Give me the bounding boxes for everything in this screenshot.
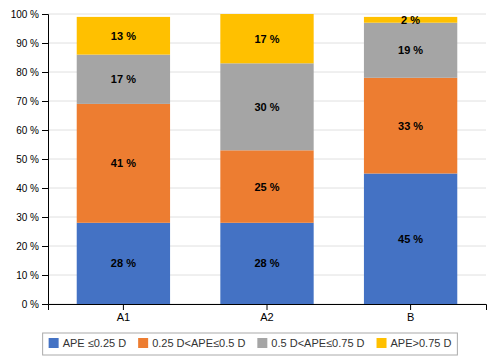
bar [220, 150, 313, 223]
legend-label: APE ≤0.25 D [63, 337, 127, 349]
tick-label: 30 % [16, 212, 39, 223]
data-label: 45 % [398, 233, 423, 245]
bar [364, 23, 457, 78]
tick-mark [267, 304, 268, 310]
legend-item: APE>0.75 D [377, 337, 452, 349]
tick-mark [42, 275, 48, 276]
y-tick: 20 % [16, 241, 48, 252]
grid [48, 14, 486, 304]
tick-mark [42, 43, 48, 44]
legend-item: 0.25 D<APE≤0.5 D [138, 337, 245, 349]
tick-mark [42, 304, 48, 305]
bar [77, 55, 170, 104]
bar [364, 174, 457, 305]
data-label: 28 % [111, 257, 136, 269]
legend: APE ≤0.25 D 0.25 D<APE≤0.5 D 0.5 D<APE≤0.7… [43, 333, 458, 355]
tick-label: 40 % [16, 183, 39, 194]
legend-swatch [377, 338, 387, 348]
axis-line [49, 305, 487, 311]
tick-mark [42, 14, 48, 15]
tick-label: 50 % [16, 154, 39, 165]
axis-line [42, 15, 49, 305]
tick-label: 100 % [11, 9, 39, 20]
chart: APE ≤0.25 D 0.25 D<APE≤0.5 D 0.5 D<APE≤0.7… [0, 0, 500, 364]
legend-label: 0.5 D<APE≤0.75 D [271, 337, 364, 349]
data-label: 13 % [111, 30, 136, 42]
y-axis: 0 % 10 % 20 % 30 % 40 % 50 % 60 % 70 % 80 % 90 % 1… [11, 9, 49, 310]
y-tick: 70 % [16, 96, 48, 107]
bar [220, 63, 313, 150]
data-label: 25 % [254, 181, 279, 193]
bar [77, 104, 170, 223]
tick-mark [42, 130, 48, 131]
bar [220, 223, 313, 304]
bars [77, 14, 458, 304]
tick-mark [42, 217, 48, 218]
tick-label: 60 % [16, 125, 39, 136]
legend-item: 0.5 D<APE≤0.75 D [257, 337, 364, 349]
tick-label: 90 % [16, 38, 39, 49]
y-tick: 0 % [22, 299, 48, 310]
legend-item: APE ≤0.25 D [49, 337, 127, 349]
data-label: 19 % [398, 44, 423, 56]
y-tick: 40 % [16, 183, 48, 194]
data-label: 41 % [111, 157, 136, 169]
bar [77, 223, 170, 304]
data-label: 17 % [254, 33, 279, 45]
legend-swatch [49, 338, 59, 348]
tick-mark [42, 72, 48, 73]
tick-label: B [407, 311, 414, 323]
tick-label: 20 % [16, 241, 39, 252]
tick-label: 0 % [22, 299, 39, 310]
x-tick: A1 [117, 304, 130, 323]
tick-label: 70 % [16, 96, 39, 107]
y-tick: 30 % [16, 212, 48, 223]
tick-mark [42, 188, 48, 189]
y-tick: 90 % [16, 38, 48, 49]
y-tick: 10 % [16, 270, 48, 281]
legend-label: APE>0.75 D [391, 337, 452, 349]
bar [77, 17, 170, 55]
data-label: 28 % [254, 257, 279, 269]
data-label: 33 % [398, 120, 423, 132]
tick-mark [42, 101, 48, 102]
bar [220, 14, 313, 63]
y-tick: 60 % [16, 125, 48, 136]
tick-mark [410, 304, 411, 310]
tick-mark [123, 304, 124, 310]
tick-label: A1 [117, 311, 130, 323]
data-label: 17 % [111, 73, 136, 85]
y-tick: 50 % [16, 154, 48, 165]
y-tick: 80 % [16, 67, 48, 78]
data-label: 2 % [401, 14, 420, 26]
data-label: 30 % [254, 101, 279, 113]
x-tick: A2 [260, 304, 273, 323]
tick-label: 80 % [16, 67, 39, 78]
legend-swatch [257, 338, 267, 348]
tick-label: A2 [260, 311, 273, 323]
plot: 0 % 10 % 20 % 30 % 40 % 50 % 60 % 70 % 80 % 90 % 1… [11, 9, 487, 323]
data-labels: 28 % 28 % 45 % 41 % 25 % 33 % 17 % 30 % 19 % 13 %… [111, 14, 424, 270]
tick-mark [42, 159, 48, 160]
legend-frame [43, 333, 458, 355]
legend-swatch [138, 338, 148, 348]
tick-mark [42, 246, 48, 247]
tick-label: 10 % [16, 270, 39, 281]
legend-label: 0.25 D<APE≤0.5 D [152, 337, 245, 349]
x-tick: B [407, 304, 414, 323]
y-tick: 100 % [11, 9, 48, 20]
x-axis: A1 A2 B [49, 304, 487, 323]
bar [364, 78, 457, 174]
